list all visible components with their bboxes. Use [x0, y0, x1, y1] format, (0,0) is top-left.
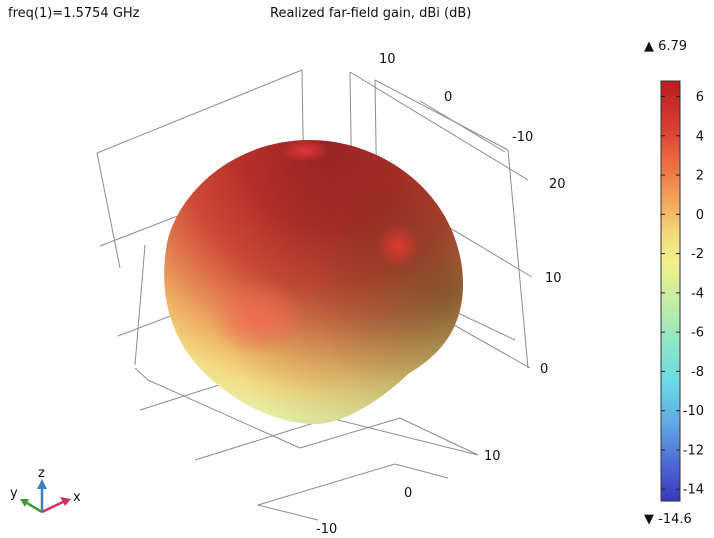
- grid-line: [134, 367, 149, 381]
- grid-line: [507, 149, 529, 369]
- triad-y-arrow: [20, 499, 29, 507]
- grid-line: [419, 100, 506, 153]
- color-legend-max: ▲ 6.79: [644, 39, 688, 54]
- z-tick-label: 20: [549, 177, 566, 192]
- triad-z-arrow: [37, 479, 47, 489]
- color-legend-bar: [660, 80, 681, 502]
- color-legend-tick-label: -14: [683, 483, 704, 498]
- z-tick-label: 10: [545, 271, 562, 286]
- y-tick-label: 0: [444, 90, 452, 105]
- color-legend-tick-label: -10: [683, 404, 704, 419]
- color-legend-tick-label: -8: [691, 365, 704, 380]
- grid-line: [349, 71, 529, 181]
- color-legend-tick-label: 0: [696, 208, 704, 223]
- y-tick-label: -10: [512, 130, 533, 145]
- grid-line: [394, 463, 449, 479]
- triad-z-label: z: [38, 466, 45, 481]
- gain-pattern-surface: [164, 140, 463, 425]
- color-legend: 6 4 2 0 -2 -4 -6 -8 -10 -12 -14: [660, 80, 704, 502]
- grid-line: [329, 417, 479, 456]
- grid-line: [399, 417, 479, 456]
- parameter-label: freq(1)=1.5754 GHz: [8, 6, 140, 21]
- color-legend-tick-label: -2: [691, 247, 704, 262]
- x-tick-label: 0: [404, 486, 412, 501]
- z-tick-label: 0: [540, 362, 548, 377]
- gain-hotspot: [210, 280, 306, 356]
- gain-surface-shading: [164, 140, 463, 425]
- x-tick-label: -10: [316, 522, 337, 537]
- grid-line: [299, 417, 401, 449]
- grid-line: [257, 504, 319, 521]
- grid-line: [147, 379, 301, 449]
- color-legend-tick-label: -12: [683, 443, 704, 458]
- grid-line: [374, 79, 509, 151]
- axis-triad: z x y: [10, 466, 81, 514]
- color-legend-min: ▼ -14.6: [644, 512, 692, 527]
- plot-title: Realized far-field gain, dBi (dB): [270, 6, 472, 21]
- color-legend-tick-label: -4: [691, 286, 704, 301]
- color-legend-tick-label: 2: [696, 169, 704, 184]
- grid-line: [257, 463, 396, 506]
- color-legend-tick-label: 6: [696, 90, 704, 105]
- grid-line: [96, 152, 121, 269]
- triad-y-axis: [26, 501, 43, 514]
- grid-line: [194, 417, 331, 461]
- grid-line: [96, 69, 303, 154]
- gain-hotspot: [376, 224, 420, 268]
- x-tick-label: 10: [484, 449, 501, 464]
- color-legend-ticks: 6 4 2 0 -2 -4 -6 -8 -10 -12 -14: [661, 90, 704, 498]
- triad-x-label: x: [73, 490, 81, 505]
- axis-tick-labels: 10 0 -10 20 10 0 10 0 -10: [316, 52, 566, 537]
- triad-y-label: y: [10, 486, 18, 501]
- gain-hotspot: [281, 140, 329, 162]
- y-tick-label: 10: [379, 52, 396, 67]
- grid-line: [134, 244, 146, 366]
- triad-x-axis: [41, 500, 64, 514]
- color-legend-tick-label: 4: [696, 129, 704, 144]
- triad-x-arrow: [60, 497, 71, 506]
- color-legend-tick-label: -6: [691, 326, 704, 341]
